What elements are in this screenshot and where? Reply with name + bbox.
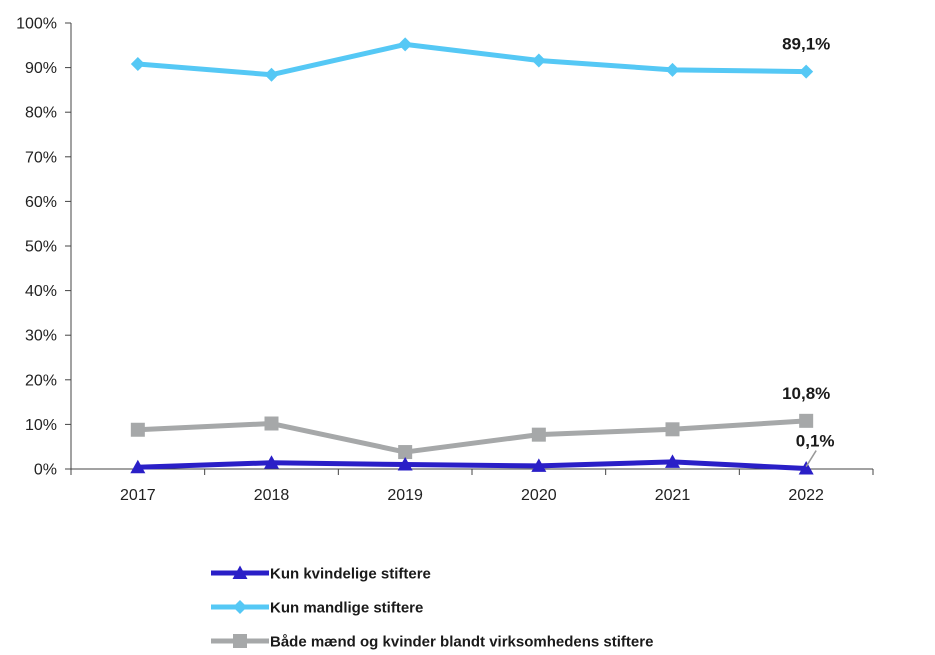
y-tick-label: 0% xyxy=(34,462,57,479)
y-tick-label: 70% xyxy=(25,149,57,166)
data-point xyxy=(130,459,146,474)
data-label: 0,1% xyxy=(796,432,835,451)
series-0 xyxy=(130,454,814,475)
y-axis-ticks: 0% 10% 20% 30% 40% 50% 60% 70% 80% 90% 100% xyxy=(16,16,71,479)
x-tick-label: 2017 xyxy=(120,487,156,504)
y-tick-label: 100% xyxy=(16,16,57,33)
data-point xyxy=(398,445,413,460)
data-point xyxy=(798,461,814,475)
x-tick-label: 2019 xyxy=(387,487,423,504)
data-point xyxy=(264,416,279,431)
data-point xyxy=(130,57,145,72)
data-point xyxy=(531,427,546,442)
legend-label: Kun mandlige stiftere xyxy=(270,600,423,617)
x-tick-label: 2020 xyxy=(521,487,557,504)
data-label: 10,8% xyxy=(782,384,830,403)
legend-item: Kun mandlige stiftere xyxy=(211,600,423,617)
data-point xyxy=(799,64,814,79)
series-line xyxy=(137,418,807,455)
y-tick-label: 40% xyxy=(25,283,57,300)
legend-swatch-marker xyxy=(233,634,247,648)
x-tick-label: 2021 xyxy=(655,487,691,504)
legend-item: Kun kvindelige stiftere xyxy=(211,565,431,583)
legend: Kun kvindelige stiftere Kun mandlige stif… xyxy=(211,565,653,651)
legend-label: Kun kvindelige stiftere xyxy=(270,566,431,583)
x-tick-label: 2022 xyxy=(788,487,824,504)
y-tick-label: 60% xyxy=(25,194,57,211)
data-point xyxy=(665,422,680,437)
axes xyxy=(70,23,873,470)
leader-line xyxy=(805,450,817,467)
series-2 xyxy=(130,413,814,460)
series-1 xyxy=(130,37,814,82)
data-point xyxy=(264,455,279,469)
y-tick-label: 80% xyxy=(25,105,57,122)
data-point xyxy=(264,67,279,82)
data-point xyxy=(665,62,680,77)
x-tick-label: 2018 xyxy=(254,487,290,504)
legend-swatch-marker xyxy=(233,600,247,614)
data-point xyxy=(397,457,413,471)
y-tick-label: 10% xyxy=(25,417,57,434)
data-labels: 89,1% 10,8% 0,1% xyxy=(782,35,835,467)
y-tick-label: 50% xyxy=(25,239,57,256)
series-line xyxy=(137,459,807,472)
y-tick-label: 90% xyxy=(25,60,57,77)
series-layer xyxy=(130,37,814,475)
data-point xyxy=(665,454,680,468)
data-point xyxy=(398,37,413,52)
series-line xyxy=(137,41,807,78)
legend-swatch-marker xyxy=(232,565,248,579)
legend-label: Både mænd og kvinder blandt virksomheden… xyxy=(270,634,653,651)
legend-item: Både mænd og kvinder blandt virksomheden… xyxy=(211,634,653,651)
data-point xyxy=(531,458,547,472)
x-axis-ticks: 2017 2018 2019 2020 2021 2022 xyxy=(70,469,874,504)
data-point xyxy=(130,422,145,437)
data-point xyxy=(531,53,546,68)
data-label: 89,1% xyxy=(782,35,830,54)
y-tick-label: 30% xyxy=(25,328,57,345)
data-point xyxy=(799,413,814,428)
y-tick-label: 20% xyxy=(25,372,57,389)
